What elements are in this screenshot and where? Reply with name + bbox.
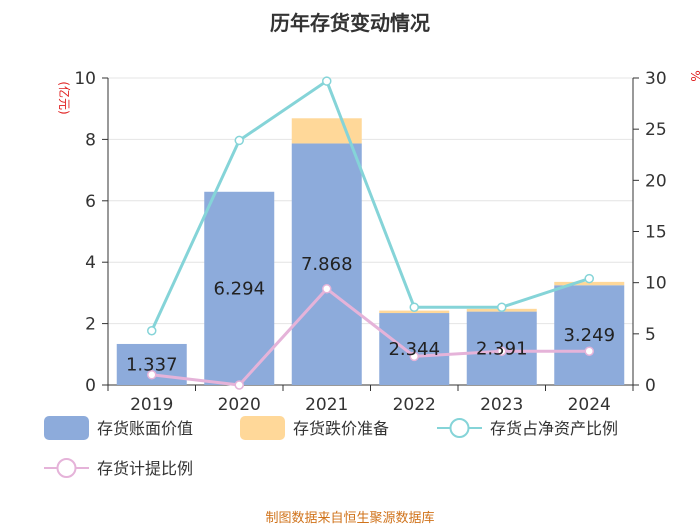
left-axis-unit: (亿元) (57, 81, 72, 114)
provision-ratio-point (497, 346, 507, 356)
right-axis-tick-label: 0 (645, 376, 656, 396)
net-asset-ratio-point (584, 273, 594, 284)
bar-book-value (204, 191, 275, 385)
legend-swatch (44, 416, 89, 440)
provision-ratio-point (584, 346, 594, 356)
right-axis-tick-label: 30 (645, 69, 667, 89)
net-asset-ratio-point (497, 302, 507, 312)
right-axis-tick-label: 15 (645, 223, 667, 243)
left-axis-tick-label: 2 (85, 315, 96, 335)
bar-series (116, 118, 625, 385)
net-asset-ratio-line (150, 78, 590, 332)
provision-ratio-point (234, 380, 244, 390)
axes: (亿元) % 0 2 4 6 8 10 0 5 10 15 20 25 30 2019 2020 2021 20… (57, 69, 700, 415)
chart-title: 历年存货变动情况 (270, 11, 430, 35)
right-axis-unit: % (688, 70, 700, 81)
provision-ratio-point (409, 351, 419, 362)
data-labels: 1.337 6.294 7.868 2.344 2.391 3.249 (126, 254, 615, 375)
left-axis-tick-label: 0 (85, 376, 96, 396)
legend-swatch (240, 416, 285, 440)
bar-book-value (291, 143, 362, 385)
net-asset-ratio-point (409, 302, 419, 312)
bar-book-value (379, 313, 450, 385)
x-axis-tick-label: 2020 (218, 395, 261, 415)
right-axis-tick-label: 10 (645, 274, 667, 294)
bar-value-label: 3.249 (563, 325, 615, 346)
legend-swatch-marker (449, 418, 470, 438)
bar-value-label: 2.344 (388, 339, 440, 360)
bar-value-label: 7.868 (301, 254, 353, 275)
bar-value-label: 2.391 (476, 338, 528, 359)
bar-book-value (554, 285, 625, 385)
x-axis-tick-label: 2023 (480, 395, 523, 415)
left-axis-tick-label: 8 (85, 130, 96, 150)
x-axis-tick-label: 2024 (568, 395, 611, 415)
right-axis-tick-label: 20 (645, 171, 667, 191)
provision-ratio-point (322, 284, 332, 294)
x-axis-tick-label: 2022 (393, 395, 436, 415)
x-axis-tick-label: 2019 (130, 395, 173, 415)
right-axis-tick-label: 5 (645, 325, 656, 345)
legend-label: 存货跌价准备 (293, 419, 389, 438)
net-asset-ratio-point (234, 135, 244, 146)
provision-ratio-line (151, 286, 590, 387)
right-axis-tick-label: 25 (645, 120, 667, 140)
left-axis-tick-label: 6 (85, 192, 96, 212)
x-axis-tick-label: 2021 (305, 395, 348, 415)
legend-label: 存货占净资产比例 (490, 419, 618, 438)
legend-label: 存货账面价值 (97, 419, 193, 438)
legend-label: 存货计提比例 (97, 459, 193, 478)
net-asset-ratio-point (147, 326, 157, 336)
line-series (147, 76, 594, 390)
bar-impairment (291, 118, 362, 144)
source-note: 制图数据来自恒生聚源数据库 (265, 510, 434, 525)
net-asset-ratio-point (322, 76, 332, 86)
left-axis-tick-label: 10 (74, 69, 96, 89)
bar-value-label: 1.337 (126, 354, 178, 375)
bar-impairment (554, 281, 625, 286)
bar-value-label: 6.294 (213, 278, 265, 299)
provision-ratio-point (147, 370, 157, 380)
legend-swatch-marker (56, 458, 77, 478)
left-axis-tick-label: 4 (85, 253, 96, 273)
